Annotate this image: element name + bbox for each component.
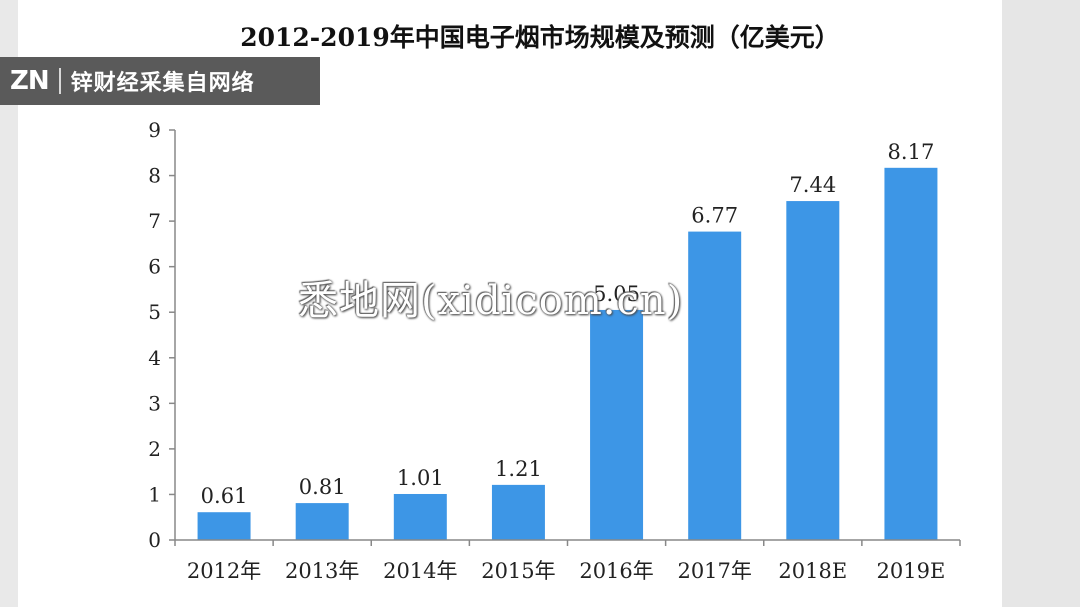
- bar: [884, 167, 938, 541]
- bar: [688, 231, 742, 541]
- y-tick-label: 0: [148, 528, 161, 552]
- y-tick-label: 2: [148, 437, 161, 461]
- bar: [590, 309, 644, 540]
- bar: [197, 512, 251, 540]
- bar-value-label: 8.17: [888, 140, 935, 164]
- bar: [295, 503, 349, 540]
- source-badge: ZN 锌财经采集自网络: [0, 57, 320, 105]
- x-tick-label: 2018E: [778, 559, 847, 583]
- bar-value-label: 1.01: [397, 466, 444, 490]
- badge-divider: [58, 68, 61, 94]
- y-tick-label: 6: [148, 255, 161, 279]
- y-tick-label: 8: [148, 164, 161, 188]
- bar-value-label: 7.44: [789, 173, 836, 197]
- x-tick-label: 2013年: [285, 559, 359, 583]
- y-tick-label: 4: [148, 346, 161, 370]
- value-labels: 0.61 0.81 1.01 1.21 5.05 6.77 7.44 8.17: [201, 140, 935, 508]
- x-tick-label: 2014年: [383, 559, 457, 583]
- x-axis: 2012年 2013年 2014年 2015年 2016年 2017年 2018E 2019E: [174, 539, 961, 583]
- right-border: [1002, 0, 1080, 607]
- bars: [197, 167, 938, 541]
- bar: [393, 493, 447, 540]
- x-tick-label: 2012年: [187, 559, 261, 583]
- bar-value-label: 5.05: [593, 282, 640, 306]
- y-tick-label: 3: [148, 391, 161, 415]
- bar: [491, 484, 545, 540]
- bar-value-label: 0.81: [299, 475, 346, 499]
- bar-value-label: 1.21: [495, 457, 542, 481]
- source-label: 锌财经采集自网络: [70, 71, 255, 96]
- left-border: [0, 0, 18, 607]
- zn-logo: ZN: [10, 66, 50, 96]
- chart-title: 2012-2019年中国电子烟市场规模及预测（亿美元）: [240, 23, 840, 52]
- x-tick-label: 2019E: [877, 559, 946, 583]
- x-tick-label: 2017年: [677, 559, 751, 583]
- y-tick-label: 1: [148, 482, 161, 506]
- x-tick-label: 2015年: [481, 559, 555, 583]
- x-tick-label: 2016年: [579, 559, 653, 583]
- y-tick-label: 7: [148, 209, 161, 233]
- y-tick-label: 5: [148, 300, 161, 324]
- y-tick-label: 9: [148, 118, 161, 142]
- bar-value-label: 0.61: [201, 484, 248, 508]
- y-axis: 0 1 2 3 4 5 6 7 8 9: [148, 118, 176, 552]
- bar-value-label: 6.77: [691, 204, 738, 228]
- bar: [786, 201, 840, 541]
